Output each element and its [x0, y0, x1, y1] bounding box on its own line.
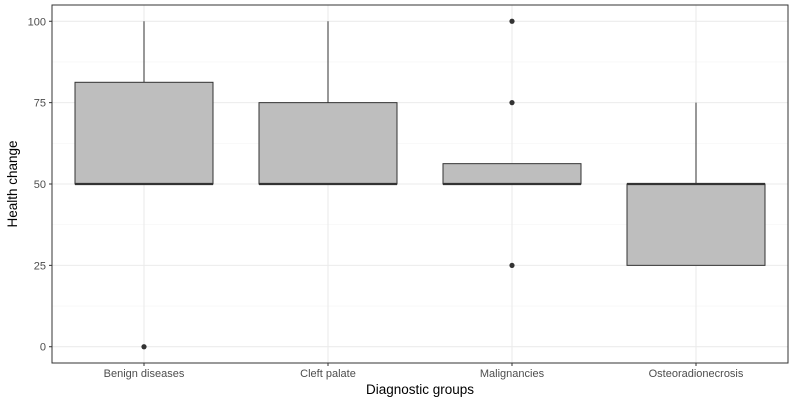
box-layer [74, 18, 766, 350]
y-tick-label: 0 [40, 342, 46, 354]
outlier-point [509, 262, 515, 268]
iqr-box [258, 102, 398, 185]
tick-layer: 0 25 50 75 100 Benign diseases Cleft palate Mal… [28, 16, 744, 380]
y-tick-label: 100 [28, 16, 46, 28]
iqr-box [626, 183, 766, 266]
x-axis-title: Diagnostic groups [366, 382, 474, 397]
box-group-3 [442, 18, 582, 268]
box-group-4 [626, 102, 766, 266]
iqr-box [442, 163, 582, 185]
y-axis-title: Health change [5, 140, 20, 227]
y-tick-label: 75 [34, 98, 46, 110]
x-tick-label: Malignancies [480, 368, 545, 380]
x-tick-label: Benign diseases [104, 368, 185, 380]
box-group-1 [74, 21, 214, 350]
outlier-point [509, 18, 515, 24]
x-tick-label: Osteoradionecrosis [649, 368, 744, 380]
outlier-point [141, 344, 147, 350]
outlier-point [509, 100, 515, 106]
iqr-box [74, 81, 214, 185]
y-tick-label: 50 [34, 179, 46, 191]
y-tick-label: 25 [34, 260, 46, 272]
box-group-2 [258, 21, 398, 186]
x-tick-label: Cleft palate [300, 368, 356, 380]
